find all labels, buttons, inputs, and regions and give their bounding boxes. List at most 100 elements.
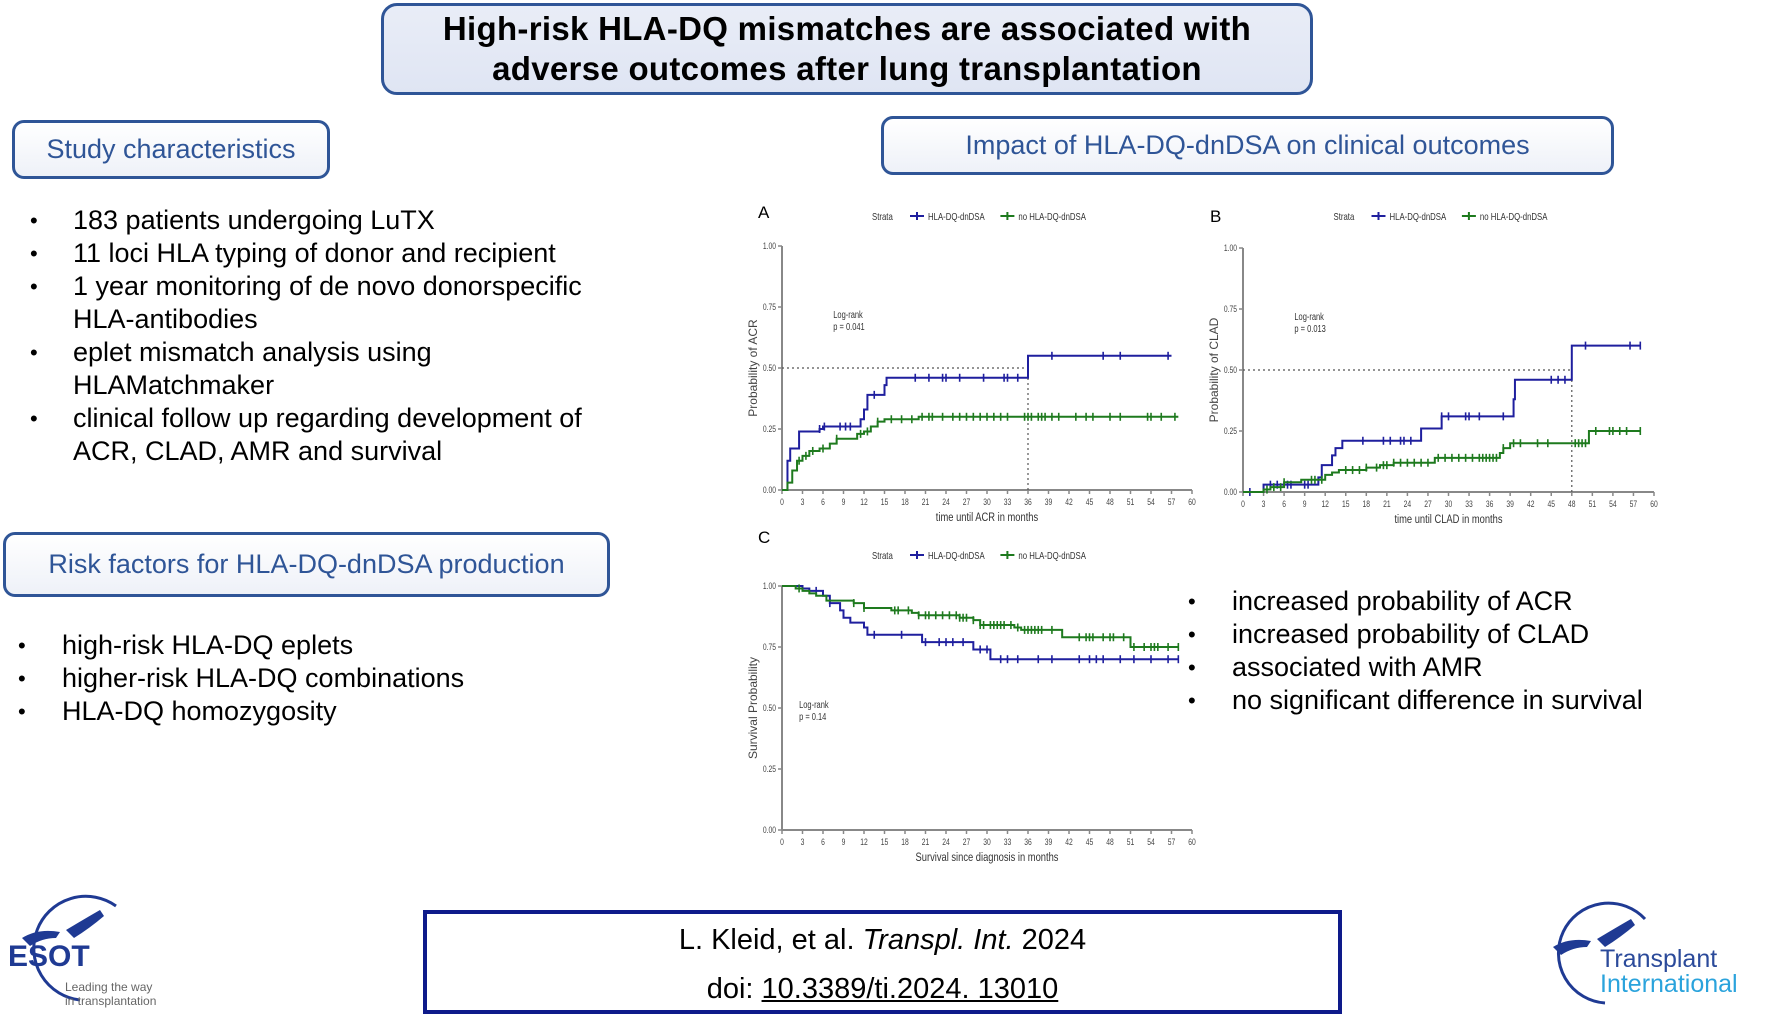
chart-a-series-no-dndsa bbox=[782, 415, 1179, 491]
list-item: higher-risk HLA-DQ combinations bbox=[18, 662, 578, 695]
list-item: 1 year monitoring of de novo donorspecif… bbox=[30, 270, 630, 336]
chart-b-y-tick-label: 0.75 bbox=[1224, 304, 1238, 314]
chart-a-x-tick-label: 60 bbox=[1188, 497, 1196, 507]
chart-c-legend-label: no HLA-DQ-dnDSA bbox=[1018, 550, 1086, 561]
chart-b-legend-title: Strata bbox=[1334, 211, 1355, 222]
chart-b-x-tick-label: 24 bbox=[1404, 499, 1412, 509]
chart-c-x-tick-label: 33 bbox=[1004, 837, 1012, 847]
chart-c-x-tick-label: 57 bbox=[1168, 837, 1176, 847]
chart-a-x-tick-label: 54 bbox=[1147, 497, 1155, 507]
chart-c-x-tick-label: 54 bbox=[1147, 837, 1155, 847]
chart-c-x-tick-label: 12 bbox=[860, 837, 868, 847]
chart-c-x-tick-label: 18 bbox=[901, 837, 909, 847]
chart-a-x-tick-label: 48 bbox=[1106, 497, 1114, 507]
chart-a-x-tick-label: 15 bbox=[881, 497, 889, 507]
chart-a-p-value: p = 0.041 bbox=[833, 321, 865, 332]
chart-b-y-tick-label: 0.25 bbox=[1224, 426, 1238, 436]
chart-c-series-dndsa bbox=[782, 585, 1179, 661]
chart-c-y-tick-label: 1.00 bbox=[763, 581, 777, 591]
chart-a-x-tick-label: 24 bbox=[942, 497, 950, 507]
chart-b-x-tick-label: 6 bbox=[1282, 499, 1286, 509]
impact-outcomes-list: increased probability of ACR increased p… bbox=[1188, 585, 1768, 717]
chart-a-x-tick-label: 6 bbox=[821, 497, 825, 507]
chart-b-x-tick-label: 30 bbox=[1445, 499, 1453, 509]
chart-a-x-tick-label: 9 bbox=[842, 497, 846, 507]
citation-year: 2024 bbox=[1021, 924, 1087, 956]
chart-b-series-no-dndsa bbox=[1243, 430, 1641, 493]
ti-emblem-icon bbox=[1553, 901, 1647, 1005]
chart-b-x-tick-label: 57 bbox=[1630, 499, 1638, 509]
chart-a-x-tick-label: 30 bbox=[983, 497, 991, 507]
chart-c-x-tick-label: 9 bbox=[842, 837, 846, 847]
chart-c-x-tick-label: 39 bbox=[1045, 837, 1053, 847]
citation-reference: L. Kleid, et al. Transpl. Int. 2024 bbox=[427, 916, 1338, 965]
chart-b-series-dndsa bbox=[1243, 344, 1641, 493]
chart-a-logrank-label: Log-rank bbox=[833, 309, 863, 320]
chart-c-x-tick-label: 21 bbox=[922, 837, 930, 847]
chart-a-x-tick-label: 12 bbox=[860, 497, 868, 507]
chart-a-x-tick-label: 36 bbox=[1024, 497, 1032, 507]
chart-b-x-tick-label: 21 bbox=[1383, 499, 1391, 509]
chart-c-x-tick-label: 3 bbox=[801, 837, 805, 847]
chart-b-x-tick-label: 15 bbox=[1342, 499, 1350, 509]
chart-c-series-no-dndsa bbox=[782, 585, 1179, 648]
ti-wordmark-line2: International bbox=[1600, 970, 1738, 998]
chart-c-x-tick-label: 6 bbox=[821, 837, 825, 847]
chart-c-x-tick-label: 24 bbox=[942, 837, 950, 847]
chart-a-x-tick-label: 42 bbox=[1065, 497, 1073, 507]
chart-a-legend-label: no HLA-DQ-dnDSA bbox=[1018, 211, 1086, 222]
chart-b-x-tick-label: 12 bbox=[1321, 499, 1329, 509]
chart-c-x-tick-label: 0 bbox=[780, 837, 784, 847]
chart-b-x-tick-label: 3 bbox=[1262, 499, 1266, 509]
list-item: no significant difference in survival bbox=[1188, 684, 1768, 717]
chart-b-legend-label: HLA-DQ-dnDSA bbox=[1390, 211, 1447, 222]
impact-header: Impact of HLA-DQ-dnDSA on clinical outco… bbox=[881, 116, 1614, 175]
chart-a-panel-letter: A bbox=[758, 203, 770, 222]
chart-b-x-tick-label: 33 bbox=[1465, 499, 1473, 509]
chart-a-legend-title: Strata bbox=[872, 211, 893, 222]
chart-c-p-value: p = 0.14 bbox=[799, 711, 826, 722]
chart-b-y-tick-label: 0.50 bbox=[1224, 365, 1238, 375]
ti-wordmark-line1: Transplant bbox=[1600, 945, 1718, 973]
chart-a-x-tick-label: 57 bbox=[1168, 497, 1176, 507]
citation-doi-line: doi: 10.3389/ti.2024. 13010 bbox=[427, 965, 1338, 1014]
list-item: eplet mismatch analysis usingHLAMatchmak… bbox=[30, 336, 630, 402]
esot-logo: ESOT Leading the way in transplantation bbox=[8, 888, 198, 1014]
chart-b-y-tick-label: 0.00 bbox=[1224, 487, 1238, 497]
chart-b-x-tick-label: 27 bbox=[1424, 499, 1432, 509]
doi-label: doi: bbox=[706, 973, 754, 1005]
risk-factors-list: high-risk HLA-DQ eplets higher-risk HLA-… bbox=[18, 629, 578, 728]
list-item: 11 loci HLA typing of donor and recipien… bbox=[30, 237, 630, 270]
poster-title: High-risk HLA-DQ mismatches are associat… bbox=[381, 3, 1313, 95]
list-item: associated with AMR bbox=[1188, 651, 1768, 684]
chart-b-logrank-label: Log-rank bbox=[1294, 311, 1324, 322]
chart-b-panel-letter: B bbox=[1210, 207, 1221, 226]
list-item: 183 patients undergoing LuTX bbox=[30, 204, 630, 237]
chart-a-x-tick-label: 18 bbox=[901, 497, 909, 507]
chart-a-x-tick-label: 51 bbox=[1127, 497, 1135, 507]
chart-a-y-tick-label: 0.25 bbox=[763, 424, 777, 434]
chart-c-panel-letter: C bbox=[758, 528, 770, 547]
chart-b-x-tick-label: 42 bbox=[1527, 499, 1535, 509]
chart-a-series-dndsa bbox=[782, 354, 1172, 491]
list-item: increased probability of ACR bbox=[1188, 585, 1768, 618]
chart-b-x-tick-label: 45 bbox=[1547, 499, 1555, 509]
chart-c-legend-title: Strata bbox=[872, 550, 893, 561]
chart-c-y-axis-label: Survival Probability bbox=[746, 657, 760, 759]
esot-emblem-icon bbox=[22, 894, 117, 1002]
transplant-international-logo: Transplant International bbox=[1545, 895, 1770, 1013]
doi-link[interactable]: 10.3389/ti.2024. 13010 bbox=[761, 973, 1059, 1005]
chart-a-y-tick-label: 1.00 bbox=[763, 241, 777, 251]
chart-b-x-tick-label: 39 bbox=[1506, 499, 1514, 509]
chart-c-x-tick-label: 51 bbox=[1127, 837, 1135, 847]
impact-heading: Impact of HLA-DQ-dnDSA on clinical outco… bbox=[965, 130, 1530, 160]
study-characteristics-header: Study characteristics bbox=[12, 120, 330, 179]
chart-c-x-tick-label: 48 bbox=[1106, 837, 1114, 847]
list-item: clinical follow up regarding development… bbox=[30, 402, 630, 468]
chart-a-y-tick-label: 0.50 bbox=[763, 363, 777, 373]
esot-wordmark: ESOT bbox=[8, 940, 90, 973]
chart-c-x-tick-label: 30 bbox=[983, 837, 991, 847]
chart-b-x-tick-label: 60 bbox=[1650, 499, 1658, 509]
chart-c-x-tick-label: 36 bbox=[1024, 837, 1032, 847]
study-characteristics-list: 183 patients undergoing LuTX 11 loci HLA… bbox=[30, 204, 630, 468]
